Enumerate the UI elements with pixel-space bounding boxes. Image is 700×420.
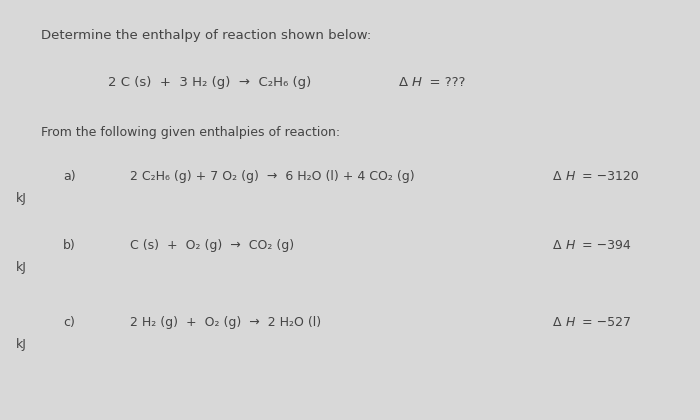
- Text: = ???: = ???: [421, 76, 466, 89]
- Text: c): c): [63, 316, 75, 329]
- Text: Δ: Δ: [399, 76, 408, 89]
- Text: 2 C (s)  +  3 H₂ (g)  →  C₂H₆ (g): 2 C (s) + 3 H₂ (g) → C₂H₆ (g): [108, 76, 312, 89]
- Text: 2 C₂H₆ (g) + 7 O₂ (g)  →  6 H₂O (l) + 4 CO₂ (g): 2 C₂H₆ (g) + 7 O₂ (g) → 6 H₂O (l) + 4 CO…: [130, 170, 414, 183]
- Text: b): b): [63, 239, 76, 252]
- Text: kJ: kJ: [15, 192, 27, 205]
- Text: Δ: Δ: [553, 239, 561, 252]
- Text: = −394: = −394: [574, 239, 631, 252]
- Text: kJ: kJ: [15, 261, 27, 274]
- Text: From the following given enthalpies of reaction:: From the following given enthalpies of r…: [41, 126, 340, 139]
- Text: C (s)  +  O₂ (g)  →  CO₂ (g): C (s) + O₂ (g) → CO₂ (g): [130, 239, 293, 252]
- Text: Δ: Δ: [553, 316, 561, 329]
- Text: = −3120: = −3120: [574, 170, 638, 183]
- Text: = −527: = −527: [574, 316, 631, 329]
- Text: H: H: [566, 170, 575, 183]
- Text: H: H: [412, 76, 421, 89]
- Text: H: H: [566, 239, 575, 252]
- Text: 2 H₂ (g)  +  O₂ (g)  →  2 H₂O (l): 2 H₂ (g) + O₂ (g) → 2 H₂O (l): [130, 316, 321, 329]
- Text: Δ: Δ: [553, 170, 561, 183]
- Text: Determine the enthalpy of reaction shown below:: Determine the enthalpy of reaction shown…: [41, 29, 371, 42]
- Text: a): a): [63, 170, 76, 183]
- Text: H: H: [566, 316, 575, 329]
- Text: kJ: kJ: [15, 338, 27, 351]
